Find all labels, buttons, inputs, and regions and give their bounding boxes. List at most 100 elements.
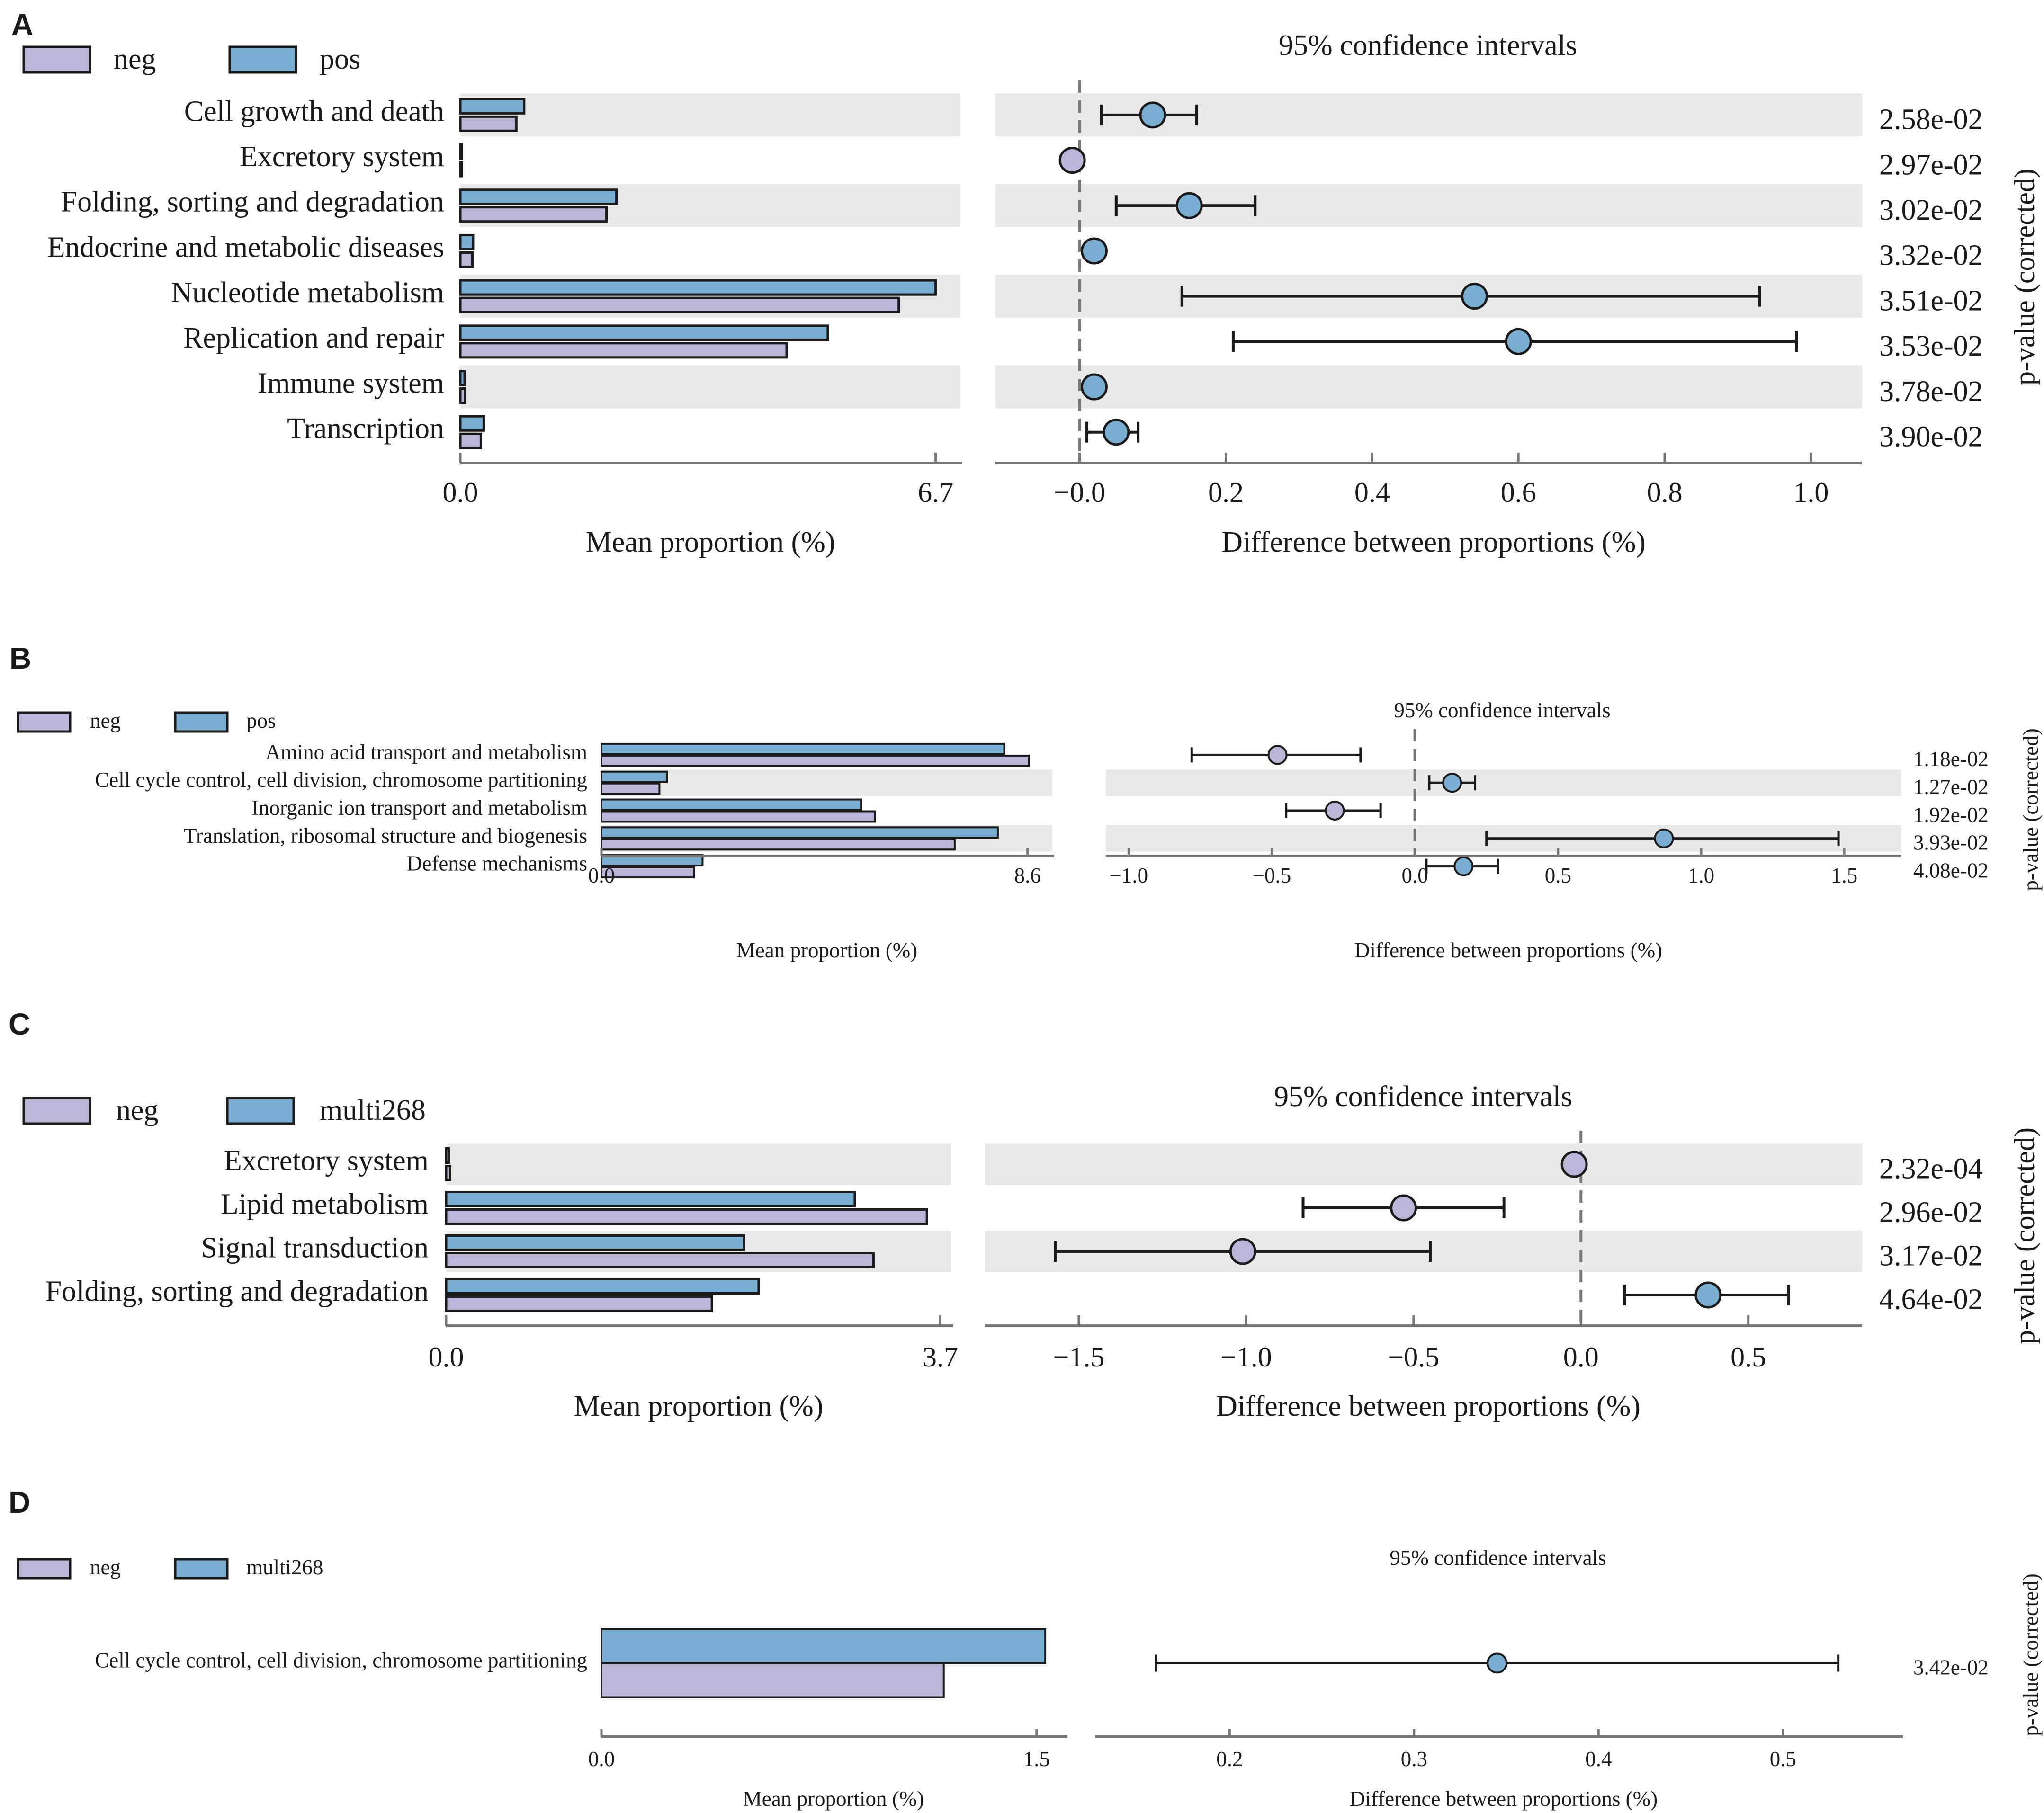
p-value-axis-label: p-value (corrected) (2009, 169, 2040, 385)
diff-xlabel: Difference between proportions (%) (1221, 526, 1646, 558)
bar-neg (601, 838, 956, 851)
ci-title: 95% confidence intervals (1390, 1546, 1606, 1570)
row-band (460, 93, 960, 137)
diff-tick-label: −0.5 (1253, 864, 1291, 887)
p-value: 3.42e-02 (1913, 1655, 1989, 1679)
diff-tick-label: 0.0 (1402, 864, 1428, 887)
category-label: Replication and repair (183, 322, 444, 354)
bar-neg (601, 866, 695, 879)
p-value: 2.58e-02 (1879, 104, 1983, 136)
diff-point (1139, 101, 1166, 129)
bar-pos (459, 233, 475, 250)
bar-pos (459, 98, 526, 115)
p-value: 3.51e-02 (1879, 285, 1983, 317)
diff-tick-label: 0.4 (1354, 477, 1390, 508)
diff-tick-label: 0.5 (1730, 1341, 1766, 1373)
bar-neg (459, 342, 788, 359)
diff-point (1390, 1194, 1417, 1222)
legend-swatch-neg (22, 45, 91, 74)
row-band (985, 1143, 1862, 1185)
bar-neg (445, 1165, 451, 1181)
diff-xlabel: Difference between proportions (%) (1354, 938, 1662, 962)
bar-neg (601, 810, 876, 823)
diff-tick-label: −0.5 (1388, 1341, 1439, 1373)
panel-letter: B (9, 641, 31, 675)
bar-pos (601, 826, 999, 839)
legend-swatch-neg (22, 1097, 91, 1125)
category-label: Signal transduction (201, 1232, 429, 1264)
p-value: 2.97e-02 (1879, 149, 1983, 181)
p-value: 2.32e-04 (1879, 1153, 1983, 1185)
ci-title: 95% confidence intervals (1394, 698, 1610, 722)
bar-pos (601, 798, 862, 811)
bar-xlabel: Mean proportion (%) (736, 938, 917, 962)
p-value: 1.18e-02 (1913, 747, 1989, 771)
category-label: Folding, sorting and degradation (61, 186, 444, 218)
p-value: 3.02e-02 (1879, 194, 1983, 226)
ci-title: 95% confidence intervals (1279, 29, 1577, 62)
p-value: 1.27e-02 (1913, 775, 1989, 799)
bar-multi268 (445, 1147, 450, 1164)
p-value-axis-label: p-value (corrected) (2019, 1573, 2043, 1736)
ci-title: 95% confidence intervals (1274, 1081, 1572, 1113)
bar-neg (459, 115, 518, 132)
p-value: 3.53e-02 (1879, 330, 1983, 362)
diff-point (1505, 328, 1532, 355)
category-label: Transcription (287, 412, 444, 445)
diff-tick-label: 0.5 (1545, 864, 1571, 887)
p-value: 4.64e-02 (1879, 1284, 1983, 1316)
diff-tick-label: −1.0 (1220, 1341, 1272, 1373)
category-label: Cell cycle control, cell division, chrom… (95, 768, 587, 792)
row-band (446, 1143, 951, 1185)
bar-pos (459, 188, 618, 205)
diff-tick-label: −0.0 (1054, 477, 1105, 508)
p-value: 3.93e-02 (1913, 831, 1989, 855)
bar-neg (459, 161, 463, 178)
legend-label-neg: neg (90, 1555, 121, 1579)
diff-point (1080, 373, 1108, 401)
legend-swatch-multi268 (174, 1558, 229, 1580)
diff-point (1694, 1281, 1722, 1309)
diff-tick-label: 1.5 (1831, 864, 1857, 887)
bar-neg (459, 206, 608, 223)
bar-neg (459, 251, 474, 268)
diff-xlabel: Difference between proportions (%) (1216, 1390, 1641, 1422)
bar-pos (601, 742, 1005, 755)
legend-label-pos: pos (246, 709, 276, 732)
diff-tick-label: 1.0 (1688, 864, 1714, 887)
category-label: Endocrine and metabolic diseases (47, 231, 444, 263)
bar-neg (459, 296, 900, 313)
bar-xlabel: Mean proportion (%) (574, 1390, 824, 1422)
p-value-axis-label: p-value (corrected) (2009, 1127, 2040, 1344)
bar-neg (601, 754, 1030, 767)
diff-tick-label: 0.2 (1216, 1747, 1243, 1771)
diff-tick-label: 0.4 (1585, 1747, 1612, 1771)
bar-tick-label: 1.5 (1023, 1747, 1050, 1771)
diff-tick-label: 0.3 (1401, 1747, 1427, 1771)
category-label: Cell cycle control, cell division, chrom… (95, 1649, 587, 1672)
bar-neg (445, 1208, 928, 1225)
diff-tick-label: 0.6 (1501, 477, 1536, 508)
category-label: Folding, sorting and degradation (45, 1275, 429, 1307)
diff-point (1453, 856, 1474, 876)
diff-xlabel: Difference between proportions (%) (1350, 1787, 1658, 1811)
category-label: Translation, ribosomal structure and bio… (184, 824, 587, 848)
bar-neg (601, 1662, 945, 1698)
diff-point (1103, 419, 1130, 446)
bar-tick-label: 0.0 (443, 477, 478, 508)
bar-tick-label: 0.0 (588, 864, 615, 887)
legend-swatch-multi268 (226, 1097, 295, 1125)
p-value-axis-label: p-value (corrected) (2019, 728, 2043, 891)
panel-letter: A (11, 8, 33, 42)
diff-tick-label: 0.2 (1208, 477, 1244, 508)
bar-neg (459, 387, 466, 404)
p-value: 2.96e-02 (1879, 1197, 1983, 1229)
bar-multi268 (445, 1234, 745, 1251)
diff-tick-label: 0.5 (1770, 1747, 1796, 1771)
p-value: 1.92e-02 (1913, 803, 1989, 827)
legend-label-multi268: multi268 (320, 1094, 426, 1126)
category-label: Cell growth and death (184, 95, 444, 127)
bar-neg (445, 1252, 875, 1268)
